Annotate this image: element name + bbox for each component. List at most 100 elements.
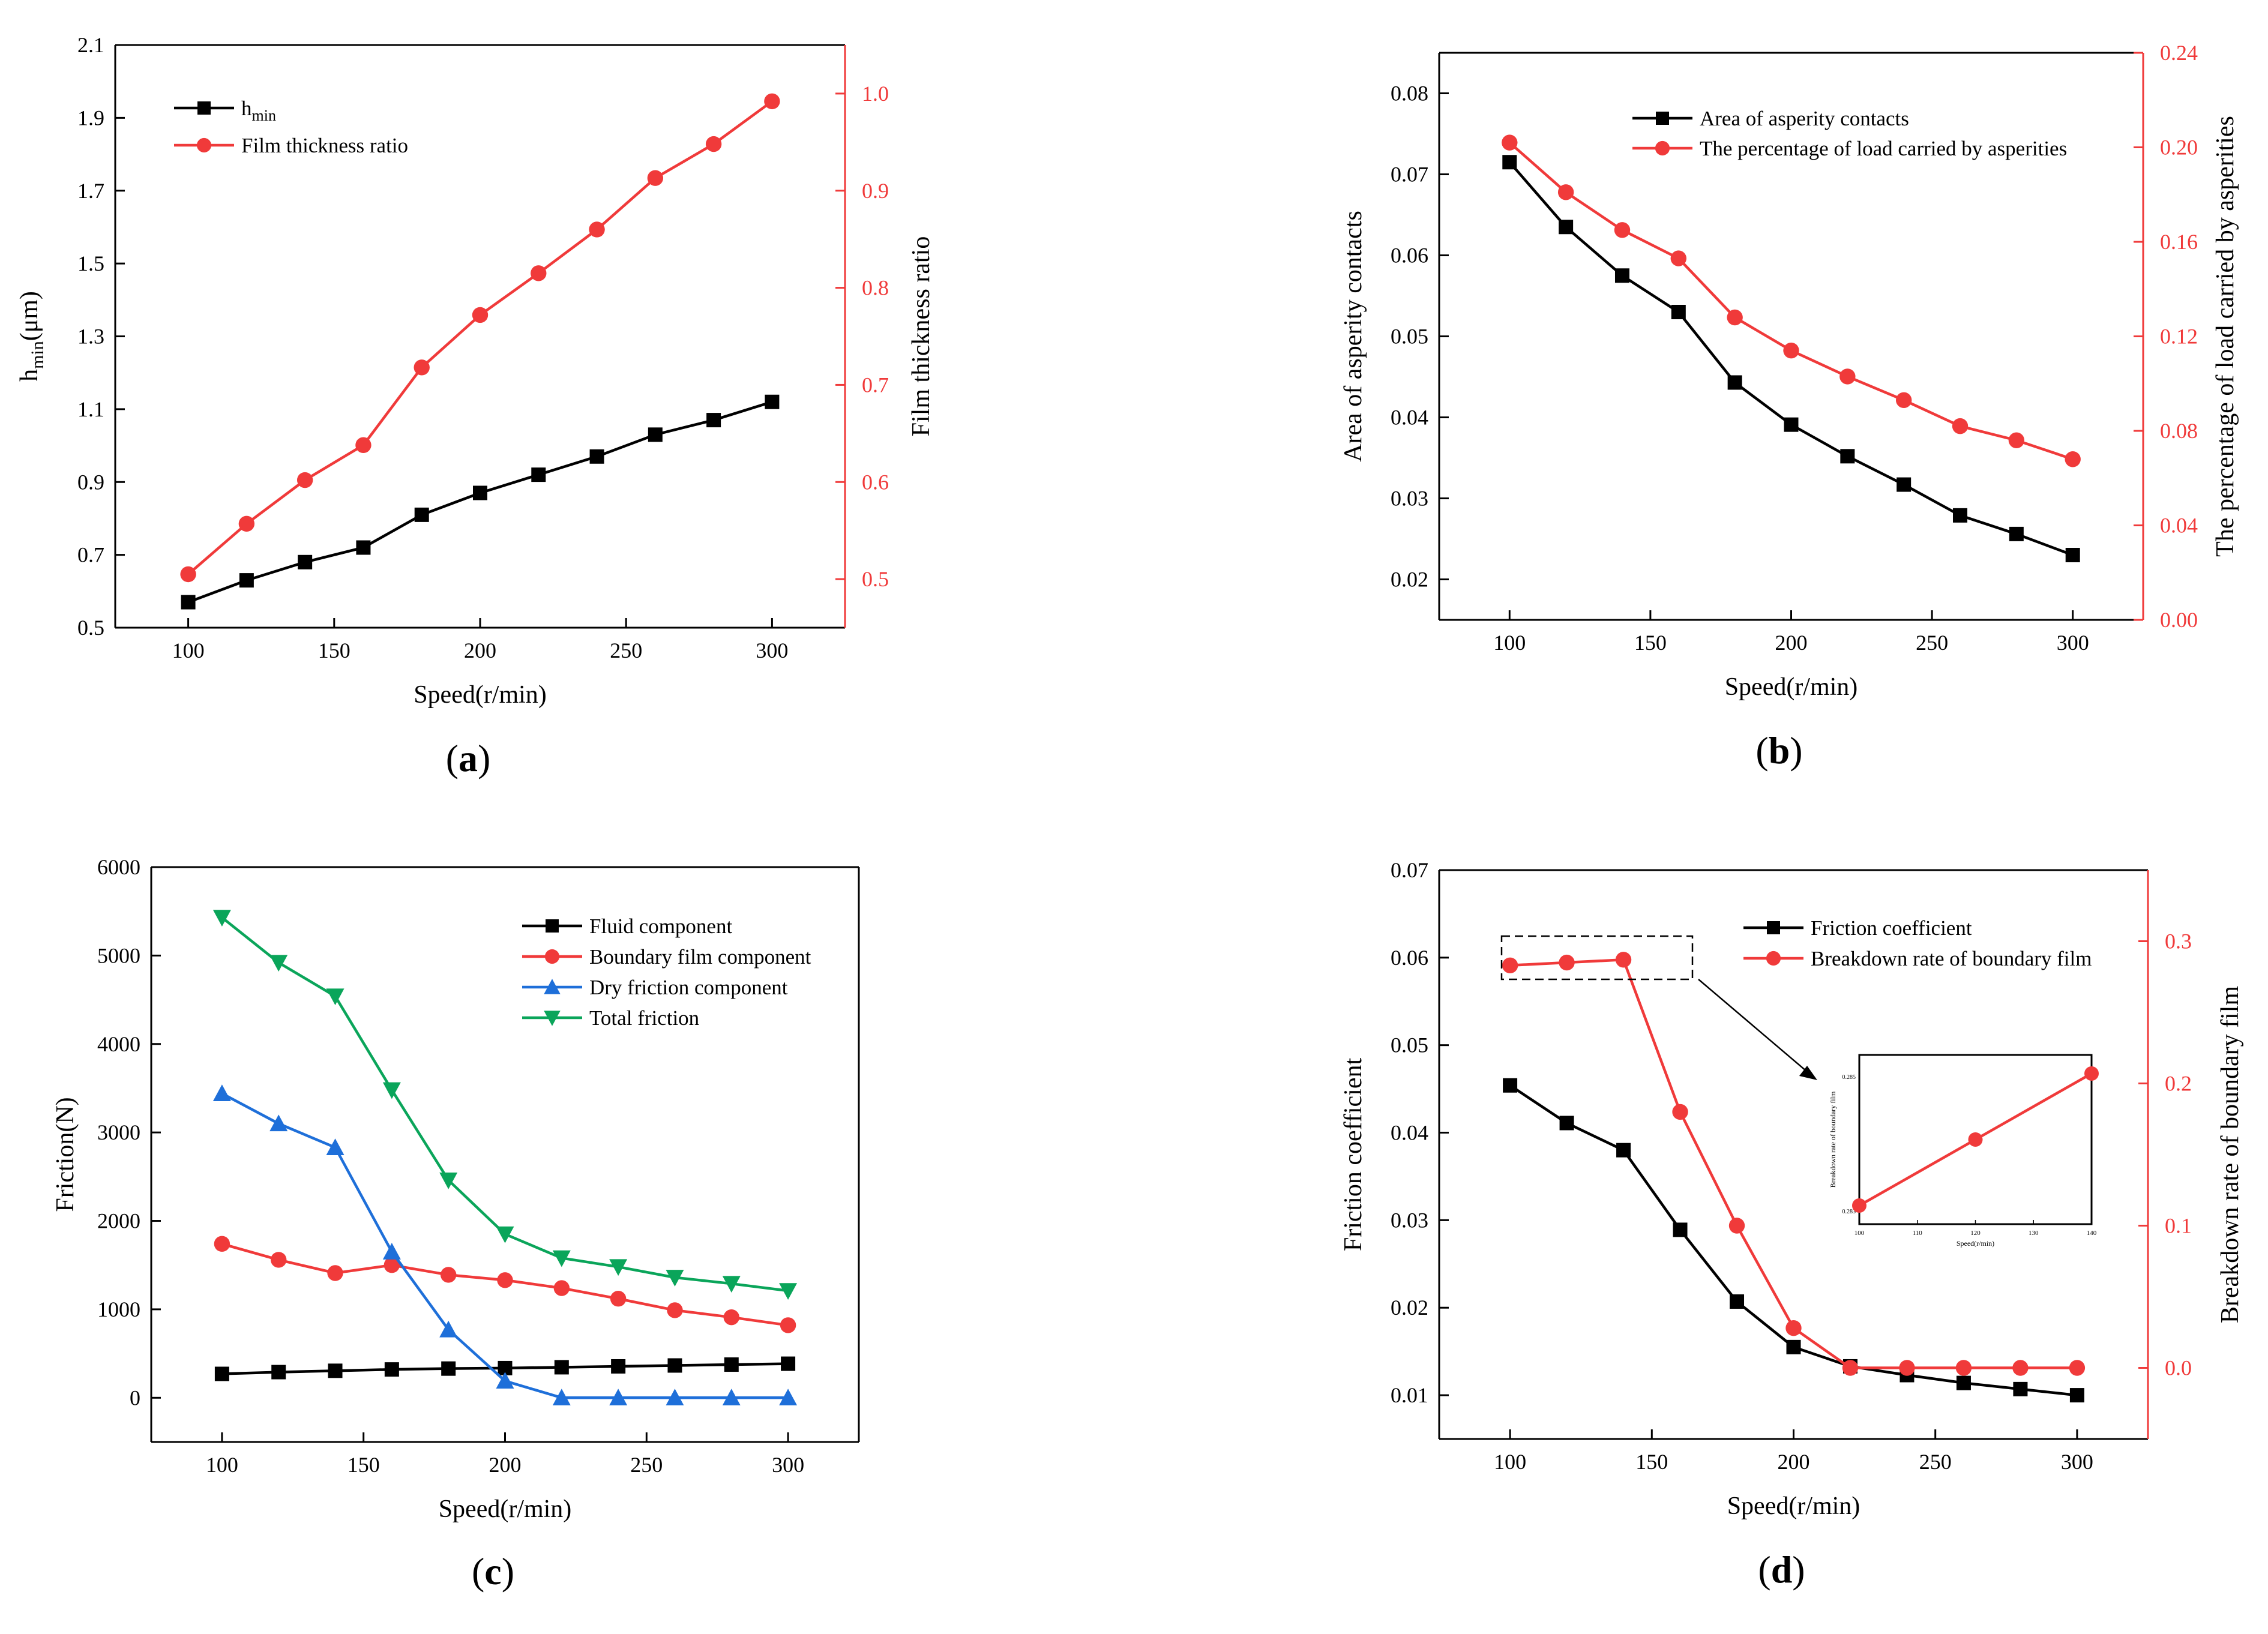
y-tick-label: 0.03 <box>1391 487 1428 511</box>
data-point <box>1839 368 1856 385</box>
data-point <box>1895 392 1912 409</box>
y2-tick-label: 1.0 <box>862 82 889 106</box>
data-point <box>1614 222 1631 238</box>
y2-axis-label: Film thickness ratio <box>907 236 935 437</box>
x-tick-label: 200 <box>489 1453 522 1477</box>
data-point <box>779 1389 798 1406</box>
y-tick-label: 2.1 <box>77 33 104 57</box>
data-point <box>497 1272 513 1288</box>
data-point <box>552 1250 571 1267</box>
data-point <box>269 1114 288 1132</box>
y-tick-label: 4000 <box>97 1032 140 1056</box>
y2-tick-label: 0.00 <box>2160 608 2198 632</box>
y-tick-label: 0.02 <box>1391 568 1428 592</box>
panel-d: 100 150 200 250 300 0.01 0.02 0.03 0.04 0.05 0.06 0… <box>1340 858 2244 1591</box>
arrow-head-icon <box>1799 1066 1817 1080</box>
data-point <box>667 1302 683 1318</box>
data-point <box>589 449 604 464</box>
y-tick-label: 1.1 <box>77 397 104 421</box>
legend-label: Fluid component <box>589 915 732 938</box>
panel-a: 100 150 200 250 300 0.5 0.7 0.9 1.1 1.3 1.5 1.7 1.9 2… <box>16 33 935 779</box>
y2-tick-label: 0.9 <box>862 179 889 203</box>
data-point <box>269 955 288 972</box>
x-axis-label: Speed(r/min) <box>1727 1492 1860 1520</box>
data-point <box>414 507 429 522</box>
legend-marker <box>546 919 559 933</box>
x-tick-label: 150 <box>347 1453 380 1477</box>
x-tick-label: 250 <box>630 1453 663 1477</box>
legend-label: hmin <box>241 97 276 124</box>
y2-tick-label: 0.3 <box>2165 930 2192 954</box>
data-point <box>666 1389 684 1406</box>
series-breakdown-rate-of-boundary-film <box>1502 952 2086 1376</box>
legend-entry: Film thickness ratio <box>174 134 408 157</box>
data-point <box>496 1226 514 1243</box>
series-total-friction <box>212 910 798 1300</box>
legend-label: The percentage of load carried by asperi… <box>1700 137 2067 160</box>
data-point <box>214 1236 230 1252</box>
zoom-arrow <box>1698 979 1807 1072</box>
data-point <box>1670 250 1687 266</box>
data-point <box>180 566 196 583</box>
series-film-thickness-ratio <box>180 93 780 583</box>
data-point <box>779 1283 798 1300</box>
y-tick-label: 1000 <box>97 1297 140 1321</box>
x-tick-label: 100 <box>172 638 205 662</box>
y-tick-label: 2000 <box>97 1209 140 1233</box>
y2-tick-label: 0.20 <box>2160 136 2198 160</box>
data-point <box>1559 954 1575 971</box>
legend-entry: Total friction <box>522 1006 699 1030</box>
y-tick-label: 0.08 <box>1391 82 1428 106</box>
x-tick-label: 200 <box>1775 631 1808 655</box>
inset-data-point <box>1968 1132 1983 1147</box>
data-point <box>764 93 780 110</box>
series-area-of-asperity-contacts <box>1502 155 2080 562</box>
legend-label: Boundary film component <box>589 945 811 969</box>
data-point <box>414 359 430 376</box>
legend-label: Film thickness ratio <box>241 134 408 157</box>
data-point <box>723 1309 739 1326</box>
y2-tick-label: 0.16 <box>2160 230 2198 254</box>
y-tick-label: 0.7 <box>77 543 104 567</box>
legend-marker <box>544 979 561 994</box>
y2-tick-label: 0.04 <box>2160 514 2198 538</box>
data-point <box>1559 1116 1574 1131</box>
data-point <box>472 307 489 323</box>
x-tick-label: 200 <box>1778 1450 1810 1474</box>
data-point <box>705 136 722 152</box>
data-point <box>382 1243 401 1260</box>
y-axis-label: hmin(μm) <box>16 291 47 382</box>
data-point <box>1727 375 1742 390</box>
data-point <box>781 1356 796 1371</box>
x-tick-label: 150 <box>318 638 350 662</box>
data-point <box>1785 1320 1802 1336</box>
y2-tick-label: 0.1 <box>2165 1214 2192 1238</box>
data-point <box>2065 451 2081 467</box>
inset: 100 110 120 130 140 0.283 0.285 Speed(r/min) Bre… <box>1500 935 2099 1248</box>
y2-tick-label: 0.8 <box>862 276 889 300</box>
data-point <box>1502 155 1517 170</box>
y-tick-label: 0.04 <box>1391 406 1428 430</box>
inset-y-tick-label: 0.285 <box>1842 1074 1856 1081</box>
x-tick-label: 300 <box>756 638 788 662</box>
data-point <box>2013 1381 2028 1396</box>
y-tick-label: 0.9 <box>77 470 104 494</box>
y-tick-label: 0.5 <box>77 616 104 640</box>
y2-tick-label: 0.0 <box>2165 1356 2192 1380</box>
data-point <box>1616 1143 1631 1158</box>
zoom-highlight-box <box>1500 935 1694 981</box>
data-point <box>2008 432 2025 448</box>
y-axis-label: Area of asperity contacts <box>1340 211 1367 462</box>
x-tick-label: 150 <box>1634 631 1667 655</box>
inset-x-tick-label: 110 <box>1913 1230 1923 1237</box>
inset-x-tick-label: 120 <box>1970 1230 1981 1237</box>
legend-marker <box>1767 921 1780 934</box>
data-point <box>239 573 254 588</box>
data-point <box>666 1270 684 1287</box>
y2-tick-label: 0.6 <box>862 470 889 494</box>
inset-x-tick-label: 140 <box>2087 1230 2097 1237</box>
series-h-min <box>181 394 780 610</box>
legend-label: Dry friction component <box>589 976 788 999</box>
data-point <box>238 515 255 532</box>
